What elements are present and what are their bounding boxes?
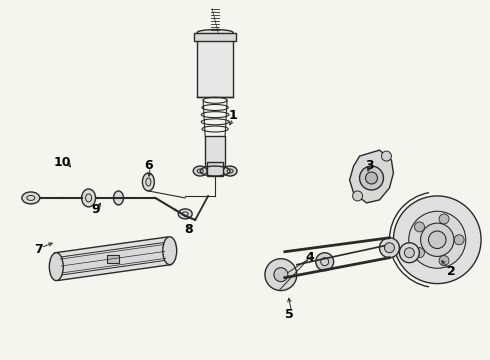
Circle shape: [454, 235, 464, 245]
Ellipse shape: [223, 166, 237, 176]
Text: 6: 6: [144, 158, 153, 172]
Bar: [197, 32, 233, 97]
Circle shape: [415, 248, 424, 258]
Circle shape: [439, 214, 449, 224]
Ellipse shape: [82, 189, 96, 207]
Circle shape: [420, 223, 454, 256]
Circle shape: [409, 211, 466, 268]
Text: 3: 3: [365, 158, 374, 172]
Ellipse shape: [114, 191, 123, 205]
Circle shape: [399, 243, 419, 263]
Ellipse shape: [178, 209, 192, 219]
Text: 1: 1: [229, 109, 238, 122]
Ellipse shape: [197, 30, 233, 36]
Text: 2: 2: [447, 265, 456, 278]
Circle shape: [274, 268, 288, 282]
Circle shape: [428, 231, 446, 248]
Bar: [205, 136, 225, 166]
Bar: [194, 32, 236, 41]
Circle shape: [265, 259, 297, 291]
Circle shape: [382, 151, 392, 161]
Text: 8: 8: [184, 223, 193, 236]
Circle shape: [379, 238, 399, 258]
Polygon shape: [54, 237, 172, 280]
Circle shape: [316, 253, 334, 271]
Bar: [107, 255, 119, 263]
Text: 10: 10: [54, 156, 72, 168]
Text: 7: 7: [34, 243, 43, 256]
Bar: [207, 162, 223, 176]
Circle shape: [439, 256, 449, 266]
Circle shape: [360, 166, 384, 190]
Text: 9: 9: [91, 203, 100, 216]
Circle shape: [415, 222, 424, 232]
Text: 4: 4: [305, 251, 314, 264]
Ellipse shape: [49, 253, 63, 280]
Circle shape: [366, 172, 377, 184]
Polygon shape: [60, 243, 166, 275]
Circle shape: [385, 243, 394, 253]
Text: 5: 5: [286, 308, 294, 321]
Ellipse shape: [193, 166, 207, 176]
Ellipse shape: [143, 173, 154, 191]
Circle shape: [353, 191, 363, 201]
Ellipse shape: [22, 192, 40, 204]
Ellipse shape: [393, 196, 481, 284]
Polygon shape: [349, 150, 393, 203]
Ellipse shape: [163, 237, 177, 265]
Circle shape: [404, 248, 415, 258]
